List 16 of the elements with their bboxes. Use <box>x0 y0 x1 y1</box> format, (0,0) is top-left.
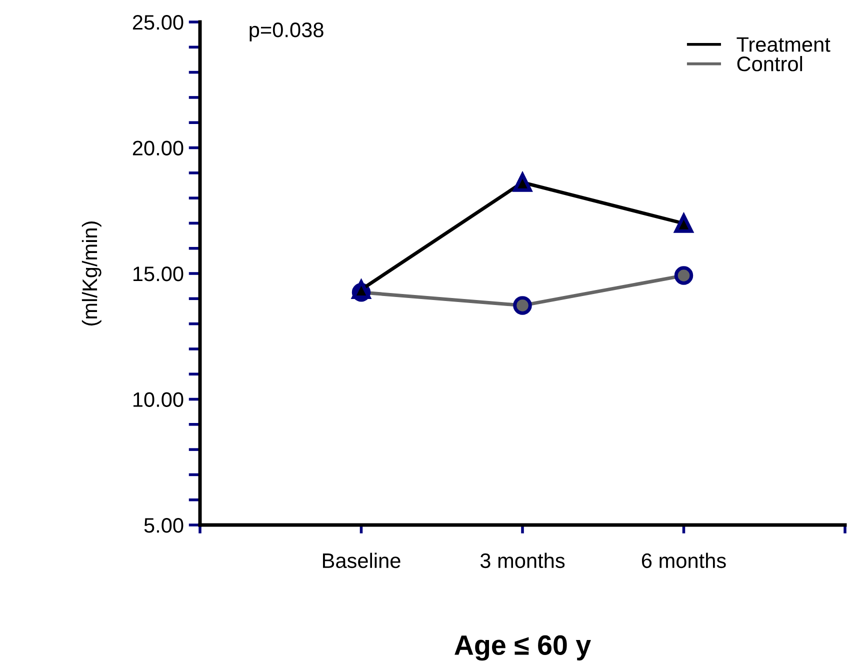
y-tick-label: 10.00 <box>133 392 184 408</box>
x-axis-title: Age ≤ 60 y <box>454 635 591 661</box>
y-tick-label: 25.00 <box>132 15 184 30</box>
legend-label: Control <box>737 56 802 72</box>
y-axis-title: (ml/Kg/min) <box>82 222 102 326</box>
point <box>674 266 694 285</box>
x-tick-label: Baseline <box>323 552 400 568</box>
x-tick-label: 6 months <box>642 552 726 568</box>
point <box>513 296 532 315</box>
legend-label: Treatment <box>736 37 830 52</box>
annotation: p=0.038 <box>250 22 324 42</box>
y-tick-label: 20.00 <box>132 140 184 156</box>
x-tick-label: 3 months <box>480 552 565 568</box>
point <box>352 280 371 299</box>
y-tick-label: 15.00 <box>133 266 184 282</box>
y-tick-label: 5.00 <box>144 518 184 533</box>
